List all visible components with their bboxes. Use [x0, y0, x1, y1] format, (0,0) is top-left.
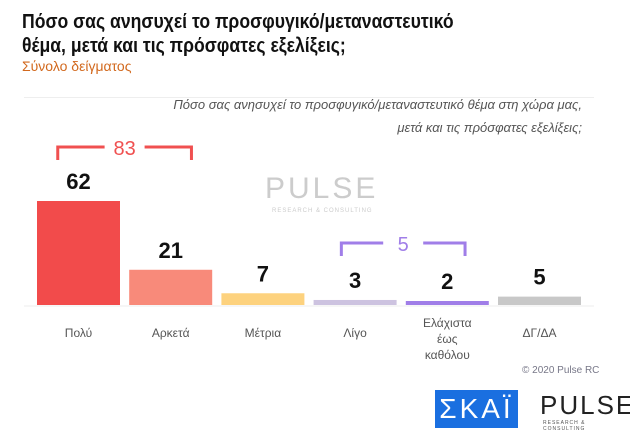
bar-4 [405, 301, 489, 305]
chart-title: Πόσο σας ανησυχεί το προσφυγικό/μεταναστ… [22, 11, 454, 57]
annotation-bracket [56, 145, 193, 160]
category-label: Μέτρια [245, 326, 282, 340]
bar-3 [313, 299, 397, 305]
watermark-logo: PULSE [265, 172, 379, 205]
watermark-tag: RESEARCH & CONSULTING [272, 208, 373, 214]
annotation-label: 83 [113, 138, 135, 160]
annotation-label: 5 [398, 234, 409, 256]
question-line: Πόσο σας ανησυχεί το προσφυγικό/μεταναστ… [173, 97, 582, 112]
skai-logo: ΣΚΑΪ [435, 390, 518, 428]
annotation-bracket [339, 241, 467, 256]
chart-subtitle: Σύνολο δείγματος [22, 58, 132, 74]
pulse-logo: PULSE [540, 390, 630, 420]
category-label: έως [437, 332, 458, 346]
bar-chart: 62 Πολύ 21 Αρκετά 7 Μέτρια 3 Λίγο 2 Ελάχιστα έως κα… [24, 138, 594, 362]
data-label: 3 [349, 268, 361, 293]
question-line: μετά και τις πρόσφατες εξελίξεις; [397, 120, 582, 135]
bar-2 [221, 293, 305, 305]
category-label: καθόλου [425, 348, 470, 362]
data-label: 5 [533, 265, 545, 290]
category-label: ΔΓ/ΔΑ [523, 326, 557, 340]
bar-1 [129, 269, 213, 305]
category-label: Αρκετά [152, 326, 190, 340]
data-label: 2 [441, 269, 453, 294]
bar-0 [37, 201, 120, 305]
question-text: Πόσο σας ανησυχεί το προσφυγικό/μεταναστ… [102, 93, 582, 139]
category-label: Λίγο [343, 326, 367, 340]
category-label: Πολύ [65, 326, 92, 340]
data-label: 7 [257, 261, 269, 286]
category-label: Ελάχιστα [423, 316, 472, 330]
data-label: 21 [158, 238, 182, 263]
data-label: 62 [66, 169, 90, 194]
pulse-logo-tag: RESEARCH & CONSULTING [543, 420, 586, 432]
copyright: © 2020 Pulse RC [522, 365, 600, 376]
bar-5 [498, 296, 581, 305]
divider [24, 97, 594, 98]
